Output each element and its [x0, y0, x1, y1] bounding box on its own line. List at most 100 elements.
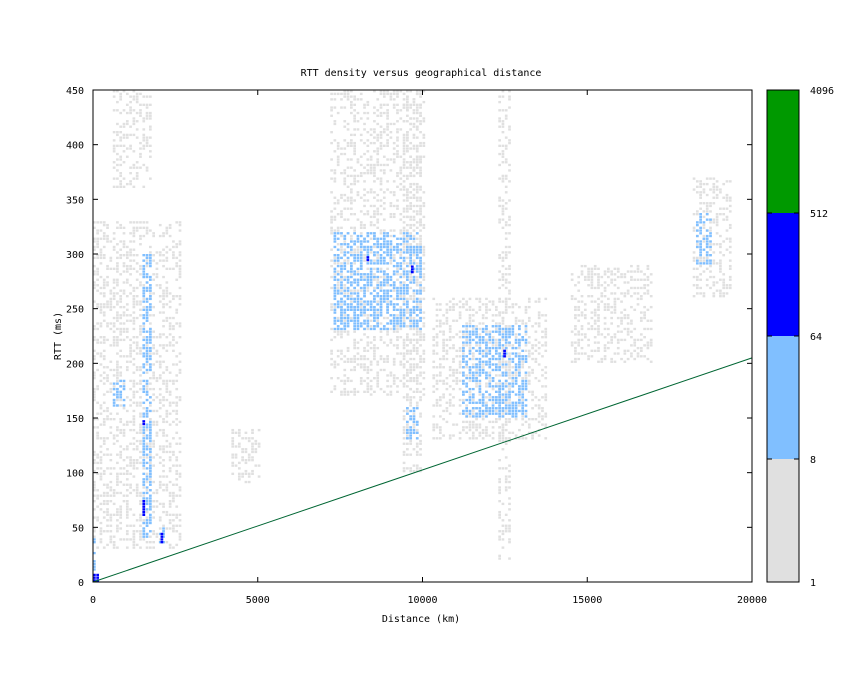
heatmap-cell: [534, 338, 538, 342]
heatmap-cell: [149, 155, 152, 158]
heatmap-cell: [481, 412, 485, 415]
heatmap-cell: [415, 390, 419, 393]
heatmap-cell: [330, 248, 333, 251]
heatmap-cell: [518, 368, 521, 372]
heatmap-cell: [106, 275, 109, 279]
heatmap-cell: [93, 500, 96, 503]
heatmap-cell: [494, 338, 498, 342]
heatmap-cell: [488, 434, 492, 437]
heatmap-cell: [112, 541, 116, 544]
heatmap-cell: [501, 401, 505, 404]
heatmap-cell: [636, 286, 640, 290]
heatmap-cell: [382, 281, 386, 284]
heatmap-cell: [603, 316, 607, 320]
heatmap-cell: [129, 464, 132, 467]
heatmap-cell: [363, 122, 366, 126]
heatmap-cell: [692, 295, 696, 298]
heatmap-cell: [422, 316, 426, 320]
heatmap-cell: [353, 316, 356, 320]
heatmap-cell: [119, 98, 123, 101]
heatmap-cell: [135, 295, 139, 298]
heatmap-cell: [152, 480, 156, 484]
heatmap-cell: [448, 338, 452, 342]
heatmap-cell: [636, 278, 640, 281]
heatmap-cell: [692, 229, 696, 232]
heatmap-cell: [340, 193, 343, 197]
heatmap-cell: [514, 333, 518, 336]
heatmap-cell: [109, 308, 113, 311]
heatmap-cell: [501, 333, 505, 336]
heatmap-cell: [356, 240, 360, 243]
heatmap-cell: [702, 223, 706, 227]
heatmap-cell: [350, 390, 353, 393]
heatmap-cell: [409, 106, 413, 109]
heatmap-cell: [508, 95, 511, 98]
heatmap-cell: [333, 278, 337, 281]
heatmap-cell: [333, 218, 337, 221]
heatmap-cell: [122, 382, 126, 385]
heatmap-cell: [152, 352, 156, 355]
heatmap-cell: [402, 311, 406, 314]
heatmap-cell: [504, 467, 508, 470]
heatmap-cell: [705, 177, 709, 180]
heatmap-cell: [330, 377, 333, 380]
heatmap-cell: [125, 502, 129, 506]
heatmap-cell: [409, 226, 413, 229]
heatmap-cell: [139, 426, 142, 429]
heatmap-cell: [142, 144, 146, 147]
heatmap-cell: [471, 387, 475, 391]
heatmap-cell: [415, 204, 419, 208]
heatmap-cell: [537, 412, 541, 415]
heatmap-cell: [504, 286, 508, 290]
heatmap-cell: [379, 259, 383, 262]
heatmap-cell: [379, 131, 383, 134]
heatmap-cell: [491, 346, 495, 350]
heatmap-cell: [135, 530, 139, 533]
heatmap-cell: [485, 428, 488, 432]
heatmap-cell: [359, 377, 363, 380]
heatmap-cell: [620, 275, 623, 279]
heatmap-cell: [139, 155, 142, 158]
heatmap-cell: [498, 357, 501, 361]
heatmap-cell: [373, 232, 376, 235]
heatmap-cell: [633, 338, 637, 342]
heatmap-cell: [346, 278, 350, 281]
heatmap-cell: [504, 117, 508, 120]
heatmap-cell: [438, 431, 442, 434]
heatmap-cell: [455, 377, 459, 380]
heatmap-cell: [389, 131, 393, 134]
heatmap-cell: [152, 314, 156, 317]
heatmap-cell: [132, 393, 136, 396]
heatmap-cell: [415, 254, 419, 257]
heatmap-cell: [415, 382, 419, 385]
heatmap-cell: [481, 409, 485, 413]
heatmap-cell: [574, 349, 577, 352]
heatmap-cell: [330, 308, 333, 311]
heatmap-cell: [412, 357, 416, 361]
heatmap-cell: [109, 431, 113, 434]
heatmap-cell: [93, 237, 96, 240]
heatmap-cell: [415, 109, 419, 112]
heatmap-cell: [373, 308, 376, 311]
heatmap-cell: [475, 401, 478, 404]
heatmap-cell: [409, 117, 413, 120]
heatmap-cell: [626, 330, 630, 333]
heatmap-cell: [728, 226, 732, 229]
heatmap-cell: [244, 448, 248, 451]
heatmap-cell: [343, 177, 347, 180]
heatmap-cell: [379, 256, 383, 260]
heatmap-cell: [402, 295, 406, 298]
heatmap-cell: [524, 322, 528, 325]
heatmap-cell: [406, 300, 409, 303]
heatmap-cell: [359, 92, 363, 96]
heatmap-cell: [504, 423, 508, 426]
heatmap-cell: [422, 273, 426, 276]
heatmap-cell: [448, 368, 452, 372]
heatmap-cell: [577, 289, 581, 292]
heatmap-cell: [125, 530, 129, 533]
heatmap-cell: [382, 273, 386, 276]
heatmap-cell: [132, 442, 136, 445]
heatmap-cell: [330, 92, 333, 96]
heatmap-cell: [122, 185, 126, 188]
heatmap-cell: [106, 530, 109, 533]
